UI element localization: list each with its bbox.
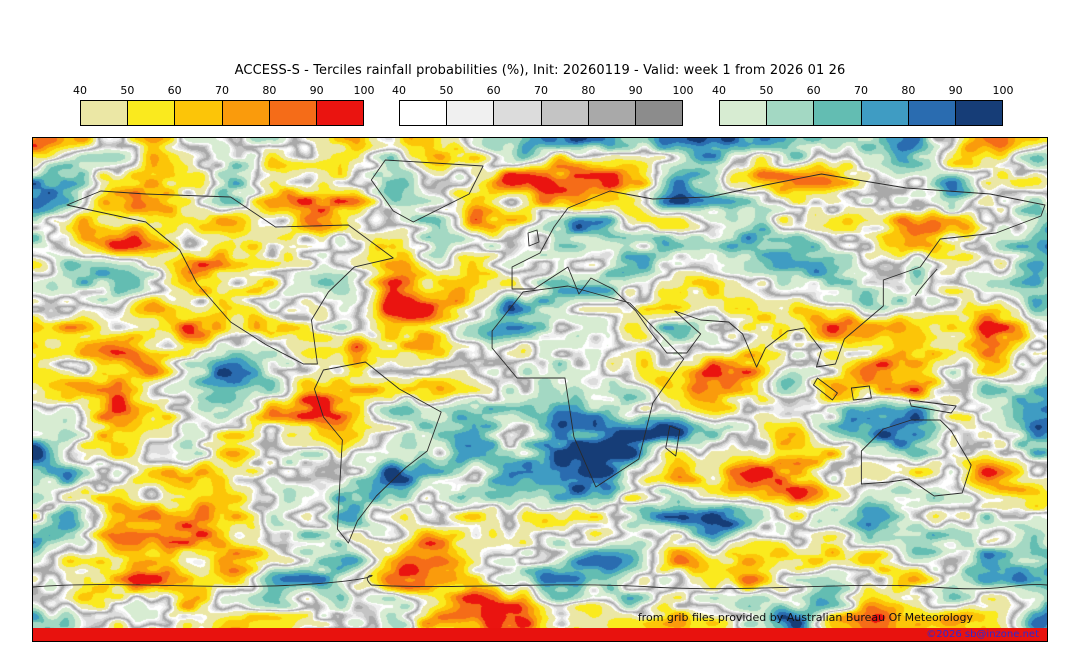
colorbar-tick-label: 60 (486, 84, 501, 97)
colorbar-tick-label: 40 (73, 84, 87, 97)
colorbar-tick-label: 100 (353, 84, 375, 97)
colorbar-dry-terciles: 40 50 60 70 80 90 100 (73, 84, 375, 128)
colorbar-tick-label: 70 (854, 84, 868, 97)
data-source-credit: from grib files provided by Australian B… (637, 611, 973, 624)
colorbar-segment (81, 101, 129, 125)
colorbar-segment (541, 101, 589, 125)
colorbar-segments (399, 100, 683, 126)
colorbar-segments (719, 100, 1003, 126)
colorbar-tick-label: 80 (262, 84, 277, 97)
colorbar-segment (447, 101, 495, 125)
colorbar-tick-label: 60 (167, 84, 182, 97)
colorbar-wet-terciles: 40 50 60 70 80 90 100 (712, 84, 1014, 128)
colorbar-tick-label: 70 (215, 84, 229, 97)
colorbar-segment (861, 101, 909, 125)
colorbar-segment (316, 101, 364, 125)
colorbar-segment (128, 101, 176, 125)
colorbar-tick-label: 50 (120, 84, 135, 97)
colorbar-ticks: 40 50 60 70 80 90 100 (73, 84, 375, 97)
colorbar-middle-terciles: 40 50 60 70 80 90 100 (392, 84, 694, 128)
rainfall-probability-field-canvas (33, 138, 1047, 641)
colorbar-tick-label: 100 (672, 84, 694, 97)
world-map: from grib files provided by Australian B… (32, 137, 1048, 642)
page-title: ACCESS-S - Terciles rainfall probabiliti… (234, 63, 846, 78)
colorbar-segment (269, 101, 317, 125)
colorbar-segment (635, 101, 683, 125)
colorbar-segment (400, 101, 448, 125)
colorbar-tick-label: 90 (309, 84, 324, 97)
colorbar-tick-label: 70 (534, 84, 548, 97)
copyright-band: ©2026 sb@inzone.net (33, 628, 1047, 641)
colorbar-segment (588, 101, 636, 125)
colorbar-segments (80, 100, 364, 126)
colorbar-segment (908, 101, 956, 125)
colorbar-tick-label: 50 (439, 84, 454, 97)
colorbar-ticks: 40 50 60 70 80 90 100 (712, 84, 1014, 97)
colorbar-segment (222, 101, 270, 125)
colorbar-segment (767, 101, 815, 125)
colorbar-tick-label: 100 (992, 84, 1014, 97)
colorbar-tick-label: 80 (901, 84, 916, 97)
colorbar-tick-label: 90 (948, 84, 963, 97)
colorbar-tick-label: 40 (392, 84, 406, 97)
colorbar-tick-label: 50 (759, 84, 774, 97)
colorbar-tick-label: 80 (581, 84, 596, 97)
colorbar-tick-label: 40 (712, 84, 726, 97)
colorbar-tick-label: 90 (628, 84, 643, 97)
colorbar-segment (175, 101, 223, 125)
colorbar-tick-label: 60 (806, 84, 821, 97)
copyright-text: ©2026 sb@inzone.net (926, 629, 1039, 640)
colorbar-segment (814, 101, 862, 125)
colorbar-segment (720, 101, 768, 125)
colorbar-segment (955, 101, 1003, 125)
colorbar-ticks: 40 50 60 70 80 90 100 (392, 84, 694, 97)
colorbar-segment (494, 101, 542, 125)
